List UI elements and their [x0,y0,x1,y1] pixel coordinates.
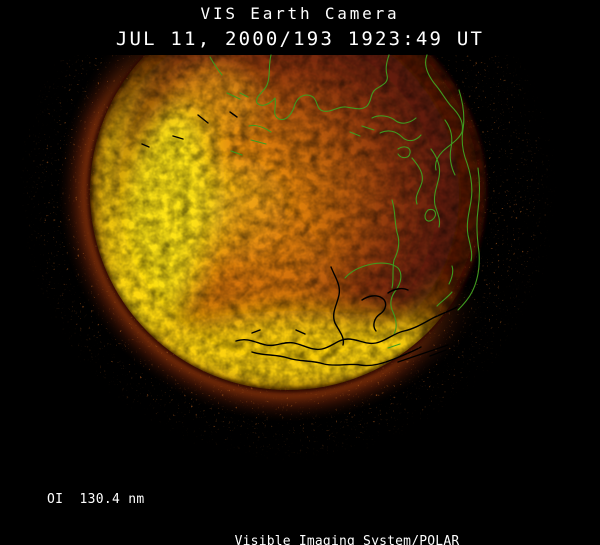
image-title: VIS Earth Camera [200,4,400,23]
noise-speckles [20,55,580,465]
title-block: VIS Earth Camera JUL 11, 2000/193 1923:4… [0,4,600,51]
emission-wavelength-label: OI 130.4 nm [47,492,145,507]
image-timestamp: JUL 11, 2000/193 1923:49 UT [115,28,485,50]
credit-line-1: Visible Imaging System/POLAR [234,534,460,545]
credit-block: Visible Imaging System/POLAR The Univers… [217,492,477,545]
